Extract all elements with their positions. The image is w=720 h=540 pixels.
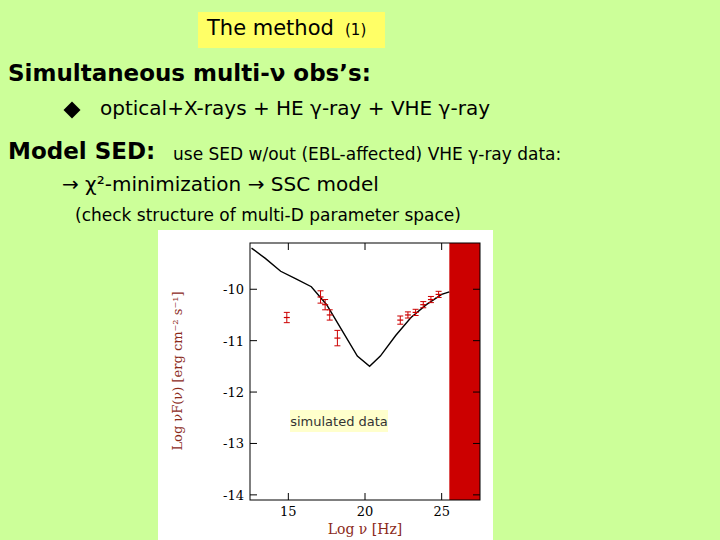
- data-point: [327, 314, 333, 315]
- data-point: [322, 304, 328, 305]
- y-tick-label: -10: [223, 282, 244, 297]
- excluded-region: [449, 243, 480, 500]
- y-tick: [250, 392, 257, 393]
- y-tick-label: -14: [223, 488, 244, 503]
- data-point: [413, 312, 419, 313]
- steps: → χ²-minimization → SSC model: [62, 172, 379, 196]
- note: (check structure of multi-D parameter sp…: [75, 205, 461, 225]
- x-tick: [288, 493, 289, 500]
- bullet-icon: [64, 102, 81, 119]
- data-point: [420, 304, 426, 305]
- x-tick: [441, 243, 442, 250]
- y-tick: [250, 494, 257, 495]
- y-tick-label: -13: [223, 436, 244, 451]
- heading: Model SED:: [8, 138, 155, 164]
- error-bar: [318, 291, 324, 303]
- y-tick: [473, 392, 480, 393]
- error-bar: [436, 291, 442, 297]
- x-tick-label: 20: [357, 504, 374, 519]
- y-tick-label: -12: [223, 385, 244, 400]
- y-tick: [250, 443, 257, 444]
- error-bar: [420, 302, 426, 308]
- data-point: [405, 314, 411, 315]
- plot-area: [252, 243, 480, 500]
- y-tick: [250, 340, 257, 341]
- error-bar: [284, 312, 290, 322]
- data-point: [284, 317, 290, 318]
- x-tick: [288, 243, 289, 250]
- model-curve: [252, 248, 450, 366]
- annotation-box: [290, 410, 388, 432]
- y-tick: [250, 289, 257, 290]
- y-tick: [473, 340, 480, 341]
- chart-background: [158, 230, 493, 540]
- error-bar: [334, 330, 340, 345]
- annotation: simulated data: [290, 414, 388, 429]
- error-bar: [322, 300, 328, 310]
- plot-frame: [250, 243, 480, 500]
- heading: Simultaneous multi-ν obs’s:: [8, 60, 371, 86]
- data-point: [397, 320, 403, 321]
- data-point: [318, 296, 324, 297]
- y-tick: [473, 443, 480, 444]
- data-point: [436, 294, 442, 295]
- x-tick: [441, 493, 442, 500]
- y-tick-label: -11: [223, 334, 244, 349]
- x-tick-label: 15: [280, 504, 297, 519]
- bullet-text: optical+X-rays + HE γ-ray + VHE γ-ray: [100, 96, 490, 120]
- data-point: [334, 337, 340, 338]
- error-bar: [327, 310, 333, 320]
- y-tick: [473, 494, 480, 495]
- y-axis-label: Log νF(ν) [erg cm⁻² s⁻¹]: [170, 291, 185, 450]
- data-point: [428, 299, 434, 300]
- x-axis-label: Log ν [Hz]: [328, 521, 403, 537]
- error-bar: [413, 309, 419, 315]
- error-bar: [428, 296, 434, 302]
- y-tick: [473, 289, 480, 290]
- x-tick-label: 25: [433, 504, 450, 519]
- error-bar: [397, 316, 403, 324]
- x-tick: [365, 243, 366, 250]
- heading-text: use SED w/out (EBL-affected) VHE γ-ray d…: [173, 144, 561, 164]
- title-number: (1): [345, 21, 366, 39]
- title: The method: [207, 16, 334, 40]
- error-bar: [405, 312, 411, 318]
- x-tick: [365, 493, 366, 500]
